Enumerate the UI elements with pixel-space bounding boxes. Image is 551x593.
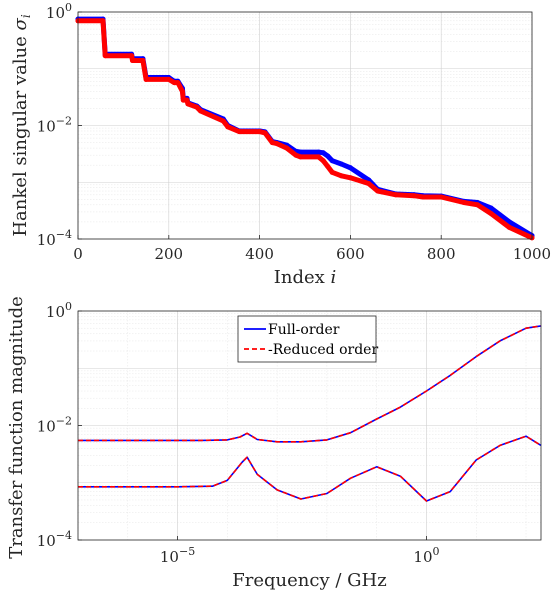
chart1-x-tick-label: 1000 [513,245,551,263]
chart1-data-point [130,58,135,63]
chart2-legend-label: Full-order [268,322,340,338]
chart1-data-point [347,165,353,171]
chart1-y-tick-label: 10−2 [37,115,72,136]
chart1-x-tick-label: 800 [427,245,456,263]
chart1-data-point [475,202,480,208]
chart1-data-point [194,104,200,110]
chart1-data-point [320,158,326,164]
chart1-data-point [316,154,322,160]
chart1-data-point [274,141,280,147]
chart1-data-point [329,158,335,164]
chart1-data-point [225,124,231,130]
chart2-legend: Full-order -Reduced order [237,315,378,363]
chart1-data-point [506,224,512,230]
chart1-y-tick-label: 10−4 [37,228,72,249]
chart1-data-point [100,18,106,24]
chart2-x-axis-label: Frequency / GHz [232,570,386,591]
chart1-data-point [366,181,372,186]
chart1-data-point [236,129,242,135]
chart2-legend-box [237,315,377,363]
chart1-x-tick-label: 400 [245,245,274,263]
chart1-data-point [393,192,399,198]
chart1-ticks: 0 200 400 600 800 1000 100 10−2 10−4 [37,1,551,263]
chart1-y-axis-label-var: σ [10,17,31,30]
chart2-legend-label: -Reduced order [268,342,378,358]
chart2-series-reduced-order [78,435,542,502]
chart2-y-tick-label: 10−2 [37,415,72,436]
chart2-x-tick-label: 10−5 [160,545,195,566]
chart2-y-tick-label: 10−4 [37,529,72,550]
chart1-data-point [293,152,299,158]
chart1-data-point [166,76,172,82]
chart1-x-axis-label-text: Index [274,267,331,288]
chart1-y-tick-label: 100 [46,1,72,22]
chart1-data-point [175,80,181,86]
chart1-data-point [171,80,177,86]
chart1-data-point [506,219,512,225]
transfer-function-chart: 10−5 100 100 10−2 10−4 Full-order -Reduced or… [6,296,542,591]
chart1-data-point [411,193,417,199]
chart1-data-point [338,173,344,179]
chart2-y-axis-label: Transfer function magnitude [6,296,27,559]
chart1-data-point [338,161,344,167]
chart1-x-tick-label: 200 [154,245,183,263]
chart2-series-reduced-order [78,325,542,443]
chart1-data-point [438,194,444,200]
chart2-series [78,325,542,502]
chart1-data-point [269,140,275,146]
chart1-data-point [329,169,335,175]
chart1-data-point [140,58,146,63]
chart1-data-point [284,145,290,151]
chart1-data-point [198,108,204,114]
chart1-x-axis-label-var: i [331,267,337,288]
chart1-data-point [220,118,226,124]
chart1-data-point [325,163,331,169]
chart1-data-point [185,101,191,107]
chart1-data-point [375,188,381,194]
chart1-data-point [179,88,185,94]
chart1-data-point [143,76,149,82]
chart1-data-point [320,150,326,156]
chart1-data-point [102,53,108,59]
chart1-x-axis-label: Index i [274,267,337,288]
chart2-x-tick-label: 100 [413,545,439,566]
chart1-data-point [488,211,494,217]
chart1-series [75,16,535,241]
chart1-x-tick-label: 600 [336,245,365,263]
chart1-data-point [184,97,190,103]
chart2-y-tick-label: 100 [46,300,72,321]
chart1-y-axis-label-text: Hankel singular value [10,30,31,236]
chart1-data-point [180,97,186,103]
chart1-data-point [488,205,494,211]
chart2-series-full-order [78,435,542,502]
hankel-singular-value-chart: 0 200 400 600 800 1000 100 10−2 10−4 Index i Han… [10,1,551,288]
chart1-data-point [129,53,135,59]
chart1-data-point [298,149,303,155]
chart1-data-point [316,149,322,155]
chart1-y-axis-label: Hankel singular value σi [10,14,33,237]
chart1-data-point [298,154,303,160]
chart2-ticks: 10−5 100 100 10−2 10−4 [37,300,440,566]
chart1-data-point [257,129,263,135]
chart1-x-tick-label: 0 [73,245,83,263]
chart1-data-point [347,175,353,181]
chart1-series-reduced-order [75,18,535,241]
chart1-data-point [325,153,331,159]
chart1-data-point [262,130,268,136]
chart1-data-point [420,194,426,200]
chart1-y-axis-label-sub: i [19,14,33,18]
chart1-data-point [461,200,467,205]
